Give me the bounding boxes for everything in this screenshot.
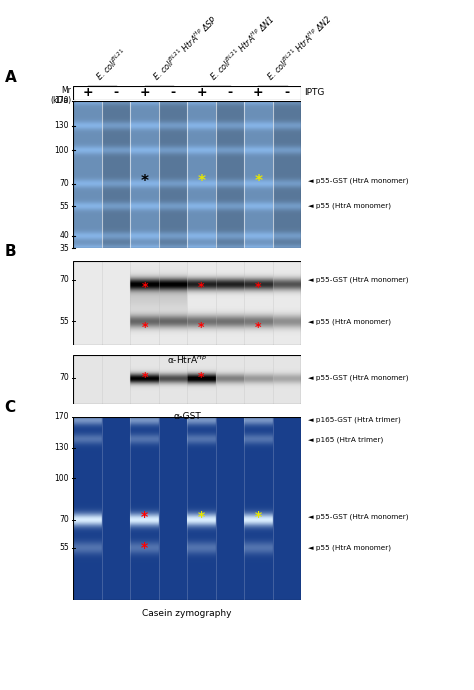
Text: +: + — [196, 86, 207, 99]
Text: *: * — [141, 509, 148, 524]
Text: *: * — [198, 509, 205, 524]
Text: *: * — [198, 281, 205, 294]
Text: ◄ p165 (HtrA trimer): ◄ p165 (HtrA trimer) — [308, 436, 383, 442]
Text: -: - — [228, 86, 232, 99]
Text: *: * — [255, 322, 262, 335]
Text: 40: 40 — [59, 231, 69, 240]
Text: 170: 170 — [55, 412, 69, 422]
Text: α-HtrA$^{Hp}$: α-HtrA$^{Hp}$ — [167, 353, 207, 366]
Text: E. coli$^{BL21}$: E. coli$^{BL21}$ — [93, 46, 130, 83]
Text: ◄ p55 (HtrA monomer): ◄ p55 (HtrA monomer) — [308, 544, 391, 551]
Text: Casein zymography: Casein zymography — [143, 609, 232, 618]
Text: 55: 55 — [59, 317, 69, 326]
Text: A: A — [5, 70, 17, 85]
Text: ◄ p55-GST (HtrA monomer): ◄ p55-GST (HtrA monomer) — [308, 375, 409, 381]
Text: *: * — [255, 173, 262, 188]
Text: 70: 70 — [59, 275, 69, 284]
Text: *: * — [141, 281, 148, 294]
Text: E. coli$^{BL21}$ HtrA$^{Hp}$ ΔSP: E. coli$^{BL21}$ HtrA$^{Hp}$ ΔSP — [150, 13, 220, 83]
Text: +: + — [82, 86, 93, 99]
Text: ◄ p55 (HtrA monomer): ◄ p55 (HtrA monomer) — [308, 318, 391, 325]
Text: ◄ p55-GST (HtrA monomer): ◄ p55-GST (HtrA monomer) — [308, 513, 409, 520]
Text: C: C — [5, 400, 16, 415]
Text: -: - — [114, 86, 118, 99]
Text: 55: 55 — [59, 543, 69, 552]
Text: E. coli$^{BL21}$ HtrA$^{Hp}$ ΔN1: E. coli$^{BL21}$ HtrA$^{Hp}$ ΔN1 — [207, 13, 277, 83]
Text: *: * — [198, 371, 205, 384]
Text: 100: 100 — [55, 474, 69, 483]
Text: 170: 170 — [55, 96, 69, 106]
Text: *: * — [198, 322, 205, 335]
Text: *: * — [141, 322, 148, 335]
Text: ◄ p55-GST (HtrA monomer): ◄ p55-GST (HtrA monomer) — [308, 276, 409, 283]
Text: 70: 70 — [59, 515, 69, 524]
Text: ◄ p55 (HtrA monomer): ◄ p55 (HtrA monomer) — [308, 203, 391, 210]
Text: *: * — [141, 371, 148, 384]
Text: 130: 130 — [55, 121, 69, 130]
Text: *: * — [255, 281, 262, 294]
Text: 55: 55 — [59, 201, 69, 210]
Text: -: - — [284, 86, 289, 99]
Text: IPTG: IPTG — [304, 88, 325, 97]
Text: B: B — [5, 244, 17, 259]
Text: -: - — [171, 86, 175, 99]
Text: α-GST: α-GST — [173, 412, 201, 421]
Text: *: * — [141, 173, 148, 188]
Text: 35: 35 — [59, 244, 69, 253]
Text: 70: 70 — [59, 179, 69, 188]
Text: 70: 70 — [59, 373, 69, 382]
Text: +: + — [139, 86, 150, 99]
Text: ◄ p55-GST (HtrA monomer): ◄ p55-GST (HtrA monomer) — [308, 178, 409, 184]
Text: *: * — [141, 541, 148, 555]
Text: *: * — [198, 173, 205, 188]
Text: Mr
(kDa): Mr (kDa) — [50, 86, 71, 105]
Text: 100: 100 — [55, 146, 69, 155]
Text: +: + — [253, 86, 264, 99]
Text: 130: 130 — [55, 444, 69, 453]
Text: E. coli$^{BL21}$ HtrA$^{Hp}$ ΔN2: E. coli$^{BL21}$ HtrA$^{Hp}$ ΔN2 — [264, 12, 334, 83]
FancyBboxPatch shape — [73, 86, 301, 100]
Text: ◄ p165-GST (HtrA trimer): ◄ p165-GST (HtrA trimer) — [308, 417, 401, 424]
Text: *: * — [255, 509, 262, 524]
